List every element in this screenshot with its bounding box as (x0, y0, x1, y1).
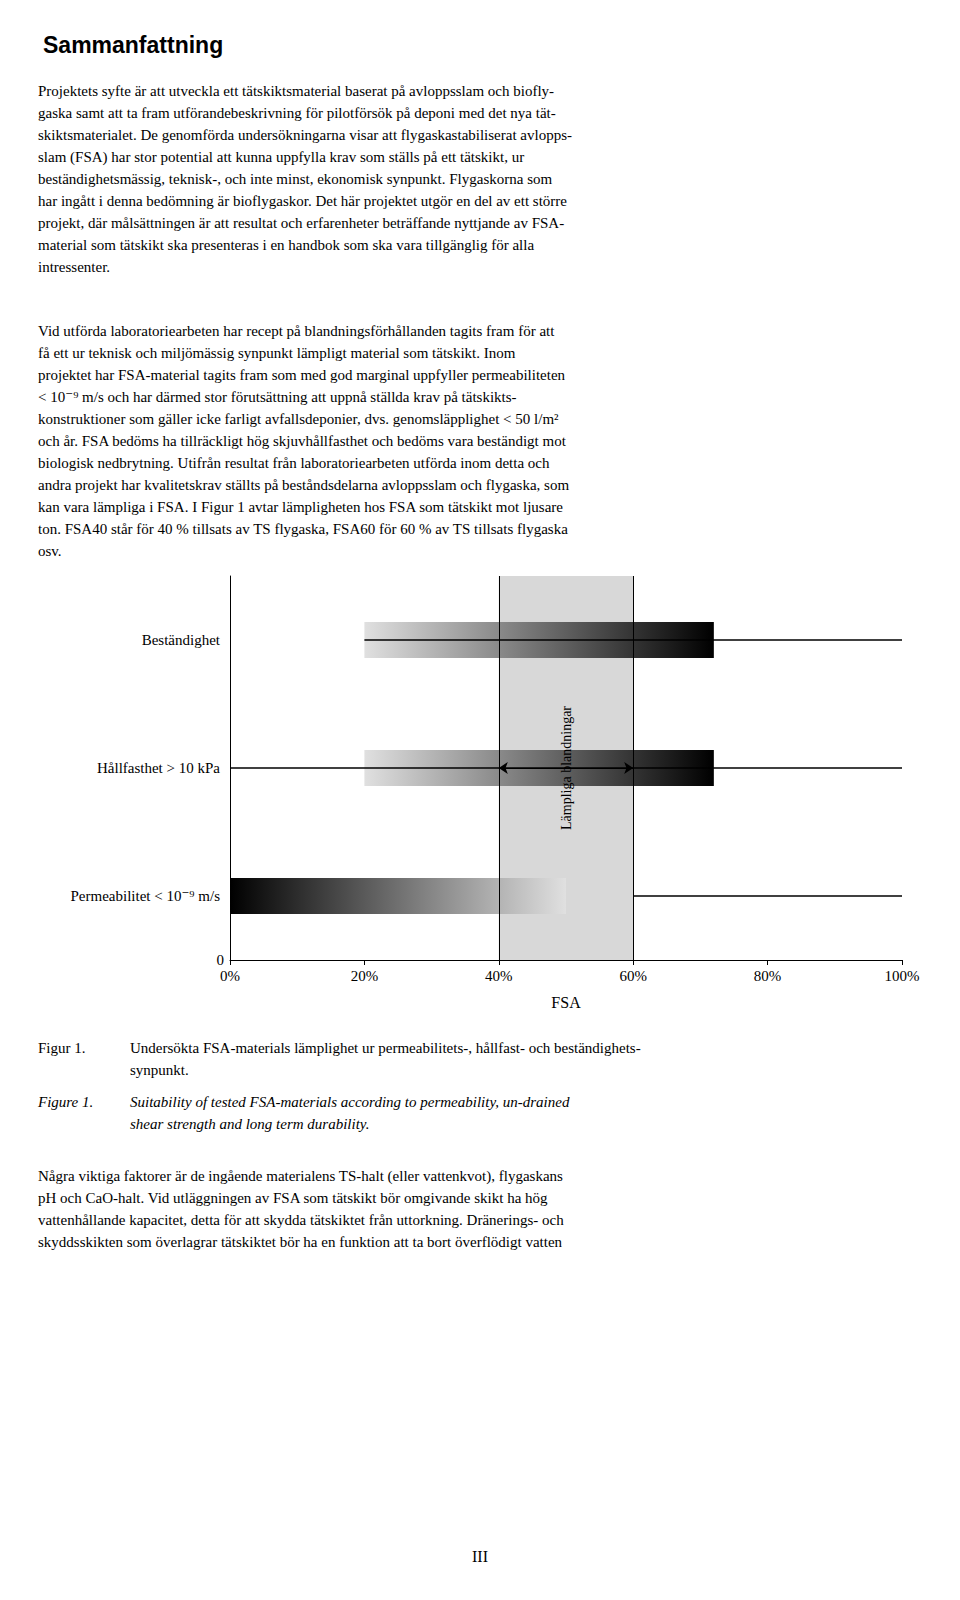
svg-text:gaska samt att ta fram utföran: gaska samt att ta fram utförandebeskrivn… (38, 105, 556, 121)
svg-text:och år. FSA bedöms ha tillräck: och år. FSA bedöms ha tillräckligt hög s… (38, 433, 567, 449)
svg-text:biologisk nedbrytning. Utifrån: biologisk nedbrytning. Utifrån resultat … (38, 455, 550, 471)
svg-text:har ingått i denna bedömning ä: har ingått i denna bedömning är bioflyga… (38, 193, 567, 209)
svg-text:Beständighet: Beständighet (142, 632, 221, 648)
svg-text:Vid utförda laboratoriearbeten: Vid utförda laboratoriearbeten har recep… (38, 323, 555, 339)
svg-text:0: 0 (217, 952, 225, 968)
svg-text:Figure 1.: Figure 1. (37, 1094, 93, 1110)
svg-text:Lämpliga blandningar: Lämpliga blandningar (559, 706, 574, 830)
svg-text:40%: 40% (485, 968, 513, 984)
svg-text:synpunkt.: synpunkt. (130, 1062, 189, 1078)
svg-text:pH och CaO-halt. Vid utläggnin: pH och CaO-halt. Vid utläggningen av FSA… (38, 1190, 548, 1206)
svg-text:kan vara lämpliga i FSA. I Fig: kan vara lämpliga i FSA. I Figur 1 avtar… (38, 499, 563, 515)
svg-text:Permeabilitet < 10⁻⁹ m/s: Permeabilitet < 10⁻⁹ m/s (70, 888, 220, 904)
svg-text:20%: 20% (351, 968, 379, 984)
svg-text:0%: 0% (220, 968, 240, 984)
svg-text:andra projekt har kvalitetskra: andra projekt har kvalitetskrav ställts … (38, 477, 569, 493)
svg-text:FSA: FSA (551, 994, 581, 1011)
svg-text:< 10⁻⁹ m/s och har därmed stor: < 10⁻⁹ m/s och har därmed stor förutsätt… (38, 389, 517, 405)
svg-text:vattenhållande kapacitet, dett: vattenhållande kapacitet, detta för att … (38, 1212, 564, 1228)
svg-text:få ett ur teknisk och miljömäs: få ett ur teknisk och miljömässig synpun… (38, 345, 516, 361)
svg-text:60%: 60% (619, 968, 647, 984)
svg-text:skiktsmaterialet. De genomförd: skiktsmaterialet. De genomförda undersök… (38, 127, 572, 143)
svg-text:slam (FSA) har stor potential: slam (FSA) har stor potential att kunna … (38, 149, 524, 166)
svg-text:konstruktioner som gäller icke: konstruktioner som gäller icke farligt a… (38, 411, 559, 427)
svg-text:Några viktiga faktorer är de i: Några viktiga faktorer är de ingående ma… (38, 1168, 563, 1185)
svg-text:Undersökta FSA-materials lämpl: Undersökta FSA-materials lämplighet ur p… (130, 1040, 641, 1056)
svg-text:ton. FSA40 står för 40 % tills: ton. FSA40 står för 40 % tillsats av TS … (38, 521, 568, 537)
svg-text:100%: 100% (885, 968, 920, 984)
svg-text:shear strength and long term d: shear strength and long term durability. (130, 1116, 369, 1132)
svg-text:beständighetsmässig, teknisk-,: beständighetsmässig, teknisk-, och inte … (38, 171, 552, 187)
svg-text:material som tätskikt ska pres: material som tätskikt ska presenteras i … (38, 237, 534, 253)
svg-text:80%: 80% (754, 968, 782, 984)
svg-text:projekt, där målsättningen är: projekt, där målsättningen är att result… (38, 215, 564, 231)
svg-text:III: III (472, 1548, 488, 1565)
svg-text:Suitability of tested FSA-mate: Suitability of tested FSA-materials acco… (130, 1094, 570, 1110)
svg-text:skyddsskikten som överlagrar t: skyddsskikten som överlagrar tätskiktet … (38, 1234, 563, 1250)
svg-text:Projektets syfte är att utveck: Projektets syfte är att utveckla ett tät… (38, 83, 554, 99)
svg-text:osv.: osv. (38, 543, 62, 559)
svg-text:intressenter.: intressenter. (38, 259, 110, 275)
svg-text:projektet har FSA-material tag: projektet har FSA-material tagits fram s… (38, 367, 566, 383)
svg-text:Hållfasthet > 10 kPa: Hållfasthet > 10 kPa (97, 760, 220, 776)
svg-text:Sammanfattning: Sammanfattning (43, 32, 223, 58)
svg-text:Figur 1.: Figur 1. (38, 1040, 86, 1056)
